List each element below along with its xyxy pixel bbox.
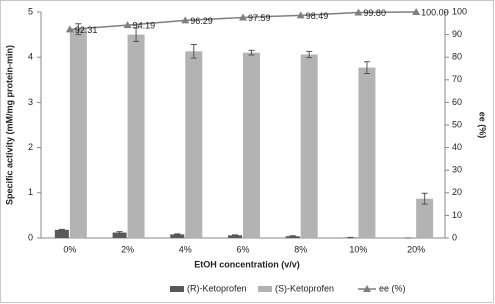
y2-tick-label: 90: [452, 29, 462, 39]
error-bar: [133, 27, 140, 42]
line-marker: [296, 11, 305, 19]
bar: [228, 235, 242, 238]
y2-tick-label: 80: [452, 52, 462, 62]
error-bar: [421, 192, 428, 205]
data-label: 96.29: [190, 16, 213, 26]
error-bar: [190, 44, 197, 59]
y2-tick-label: 100: [452, 6, 467, 16]
y2-tick-label: 40: [452, 142, 462, 152]
y2-tick-label: 10: [452, 210, 462, 220]
x-tick-label: 8%: [294, 244, 307, 254]
y2-tick-label: 50: [452, 119, 462, 129]
y-tick-label: 1: [28, 187, 33, 197]
data-label: 92.31: [75, 25, 98, 35]
error-bar: [232, 234, 238, 237]
legend-marker: [363, 285, 371, 292]
error-bar: [116, 231, 123, 234]
bar: [170, 234, 185, 238]
y2-tick-label: 30: [452, 165, 462, 175]
data-label: 98.49: [306, 11, 329, 21]
x-tick-label: 6%: [236, 244, 249, 254]
legend-swatch: [258, 286, 272, 292]
y-tick-label: 3: [28, 97, 33, 107]
y2-tick-label: 60: [452, 97, 462, 107]
line-marker: [181, 16, 190, 24]
bar: [127, 34, 145, 238]
y2-tick-label: 0: [452, 232, 457, 242]
y-tick-label: 2: [28, 142, 33, 152]
error-bar: [248, 49, 255, 56]
y2-axis-title: ee (%): [478, 112, 488, 139]
y2-tick-label: 20: [452, 187, 462, 197]
x-axis-title: EtOH concentration (v/v): [194, 259, 300, 269]
data-label: 100.00: [421, 7, 449, 17]
x-tick-label: 0%: [63, 244, 76, 254]
bar: [185, 51, 203, 238]
error-bar: [174, 233, 181, 236]
legend-label: (S)-Ketoprofen: [275, 283, 334, 293]
bar: [54, 229, 69, 238]
line-marker: [354, 8, 363, 16]
bar: [300, 54, 318, 238]
x-tick-label: 20%: [407, 244, 425, 254]
y2-tick-label: 70: [452, 74, 462, 84]
error-bar: [58, 228, 65, 231]
line-marker: [65, 25, 74, 33]
error-bar: [363, 61, 370, 74]
error-bar: [306, 50, 313, 59]
y-tick-label: 0: [28, 232, 33, 242]
y-axis-title: Specific activity (mM/mg protein-min): [4, 45, 14, 205]
bar: [112, 232, 127, 238]
legend-label: (R)-Ketoprofen: [187, 283, 247, 293]
error-bar: [289, 235, 296, 238]
line-marker: [123, 21, 132, 29]
y-tick-label: 4: [28, 52, 33, 62]
x-tick-label: 4%: [179, 244, 192, 254]
x-tick-label: 10%: [349, 244, 367, 254]
data-label: 99.80: [363, 8, 386, 18]
line-marker: [239, 13, 247, 21]
data-label: 97.59: [248, 13, 271, 23]
data-label: 94.19: [133, 21, 156, 31]
x-tick-label: 2%: [121, 244, 134, 254]
bar: [416, 198, 434, 238]
legend-label: ee (%): [379, 283, 406, 293]
bar: [243, 52, 260, 239]
y-tick-label: 5: [28, 6, 33, 16]
bar: [358, 67, 376, 238]
bar: [69, 29, 87, 239]
legend-swatch: [170, 286, 184, 292]
line-marker: [412, 8, 421, 15]
